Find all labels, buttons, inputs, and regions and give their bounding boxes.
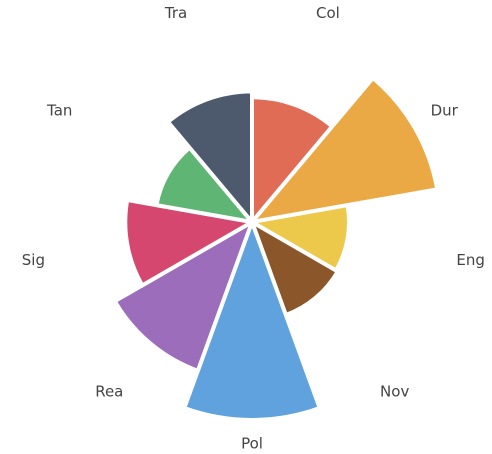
category-label: Sig: [22, 251, 45, 269]
wedge: [123, 197, 258, 289]
wedge: [250, 95, 335, 228]
category-label: Tra: [164, 4, 187, 22]
category-label: Rea: [95, 383, 123, 401]
wedge: [181, 216, 323, 422]
wedge: [165, 89, 254, 228]
category-label: Col: [316, 4, 340, 22]
category-label: Tan: [46, 102, 72, 120]
category-label: Pol: [241, 435, 263, 453]
wedge: [246, 75, 440, 225]
category-label: Nov: [380, 383, 409, 401]
category-label: Eng: [456, 251, 485, 269]
wedge: [112, 217, 256, 374]
category-label: Dur: [431, 102, 459, 120]
